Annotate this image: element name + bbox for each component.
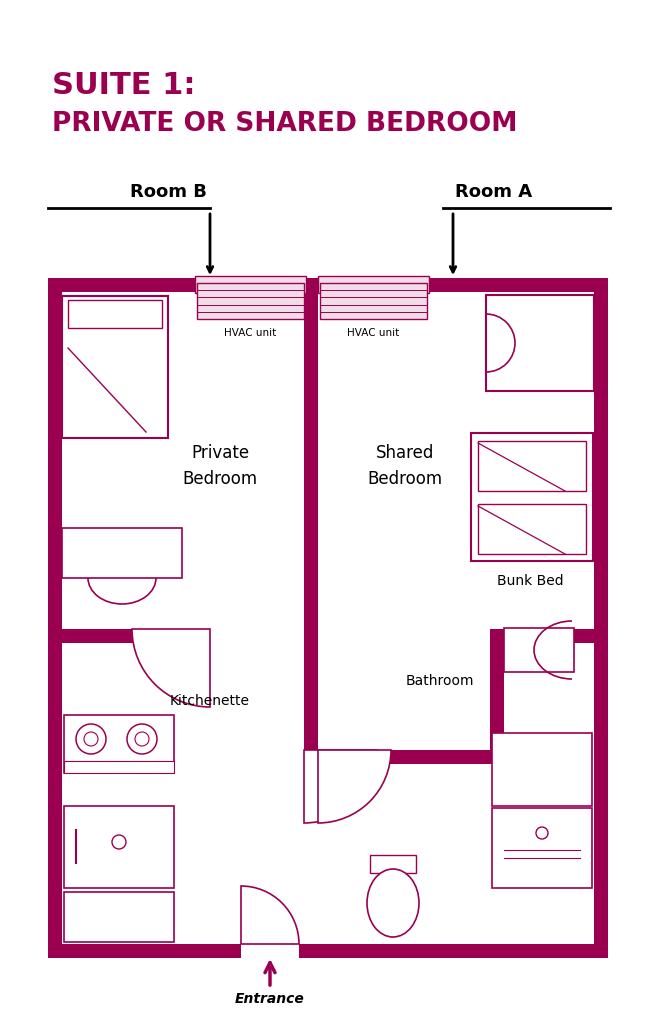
Bar (197, 283, 304, 319)
Bar (504, 629, 594, 643)
Bar (68, 300, 162, 328)
Bar (62, 629, 196, 643)
Bar (318, 276, 429, 293)
Bar (492, 808, 592, 888)
Bar (64, 715, 174, 773)
Circle shape (84, 732, 98, 746)
Ellipse shape (367, 869, 419, 937)
Bar (196, 629, 210, 680)
Bar (62, 528, 182, 578)
Bar (48, 944, 608, 958)
Bar (241, 942, 299, 958)
Circle shape (127, 724, 157, 753)
Bar (62, 296, 168, 438)
Bar (195, 276, 306, 293)
Text: Entrance: Entrance (235, 992, 305, 1006)
Circle shape (135, 732, 149, 746)
Bar (594, 278, 608, 958)
Bar (64, 892, 174, 942)
Text: Shared
Bedroom: Shared Bedroom (367, 444, 443, 487)
Bar (48, 278, 62, 958)
Bar (48, 278, 608, 292)
Text: Room A: Room A (455, 183, 532, 201)
Bar (370, 855, 416, 873)
Wedge shape (132, 629, 210, 707)
Text: HVAC unit: HVAC unit (347, 328, 400, 338)
Wedge shape (241, 886, 299, 944)
Text: Kitchenette: Kitchenette (170, 694, 250, 708)
Text: Private
Bedroom: Private Bedroom (183, 444, 257, 487)
Bar (478, 441, 586, 491)
Bar (478, 504, 586, 554)
Text: Bunk Bed: Bunk Bed (497, 574, 564, 588)
Bar (471, 433, 593, 561)
Bar (504, 628, 574, 672)
Circle shape (112, 835, 126, 849)
Bar (318, 750, 490, 764)
Bar (64, 806, 174, 888)
Bar (486, 295, 594, 391)
Circle shape (536, 827, 548, 839)
Text: PRIVATE OR SHARED BEDROOM: PRIVATE OR SHARED BEDROOM (52, 111, 517, 137)
Wedge shape (318, 750, 391, 823)
Bar (64, 761, 174, 773)
Wedge shape (304, 750, 377, 823)
Text: Room B: Room B (130, 183, 207, 201)
Text: HVAC unit: HVAC unit (224, 328, 277, 338)
Circle shape (76, 724, 106, 753)
Bar (320, 283, 427, 319)
Bar (490, 629, 504, 764)
Text: SUITE 1:: SUITE 1: (52, 71, 196, 100)
Bar (304, 292, 318, 750)
Text: Bathroom: Bathroom (406, 674, 474, 688)
Bar (492, 733, 592, 806)
